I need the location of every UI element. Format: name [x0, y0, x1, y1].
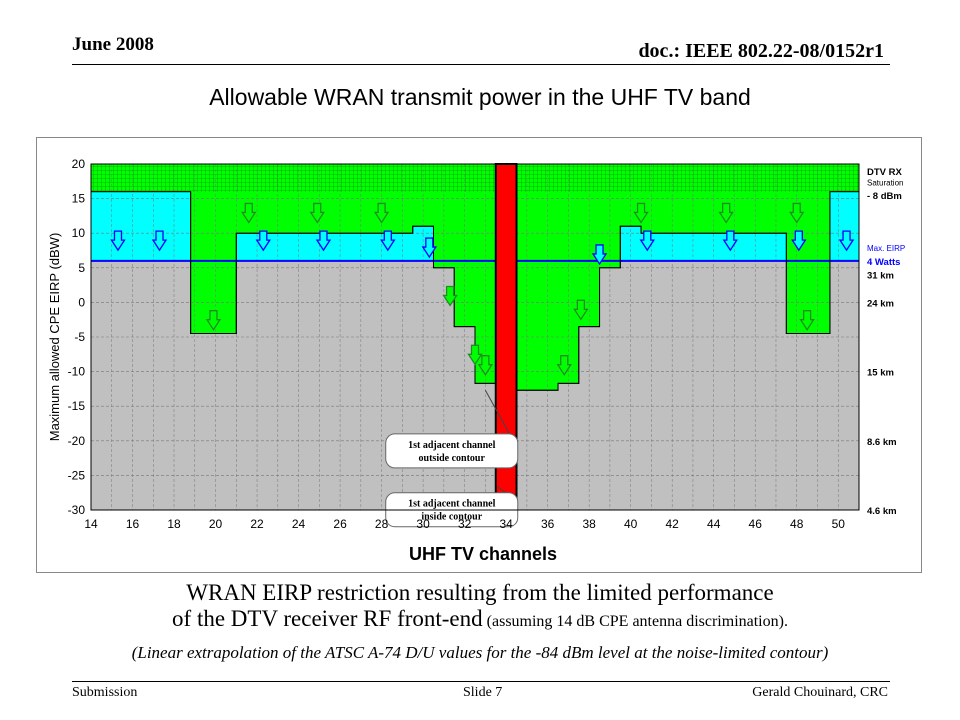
down-arrow-19	[722, 230, 739, 252]
callout-text-0-a: 1st adjacent channel	[408, 440, 495, 451]
down-arrow-15	[591, 244, 608, 266]
down-arrow-5	[309, 202, 325, 224]
x-tick-label: 48	[790, 517, 804, 531]
x-tick-label: 24	[292, 517, 306, 531]
caption-line-3: (Linear extrapolation of the ATSC A-74 D…	[131, 643, 829, 662]
down-arrow-23	[838, 230, 855, 252]
down-arrow-12	[477, 355, 494, 376]
callout-text-1-b: inside contour	[421, 512, 482, 523]
x-tick-label: 32	[458, 517, 472, 531]
y-tick-label: 0	[78, 295, 85, 309]
x-tick-label: 16	[126, 517, 140, 531]
y-tick-label: 10	[72, 226, 86, 240]
y-tick-label: -5	[74, 330, 85, 344]
x-tick-label: 40	[624, 517, 638, 531]
slide-date: June 2008	[72, 34, 154, 55]
x-tick-label: 46	[749, 517, 763, 531]
x-tick-label: 44	[707, 517, 721, 531]
y-tick-label: 5	[78, 261, 85, 275]
y-axis-title: Maximum allowed CPE EIRP (dBW)	[47, 233, 62, 442]
down-arrow-14	[573, 299, 589, 321]
down-arrow-13	[556, 355, 572, 376]
x-tick-label: 28	[375, 517, 389, 531]
y-tick-label: -20	[68, 434, 86, 448]
down-arrow-20	[789, 202, 805, 224]
x-tick-label: 30	[416, 517, 430, 531]
x-tick-label: 34	[499, 517, 513, 531]
caption-line-1: WRAN EIRP restriction resulting from the…	[186, 580, 774, 605]
down-arrow-8	[380, 230, 396, 252]
down-arrow-0	[110, 230, 126, 252]
slide-title: Allowable WRAN transmit power in the UHF…	[209, 84, 751, 110]
caption-line-2: of the DTV receiver RF front-end (assumi…	[0, 606, 960, 632]
footer-slide-number: Slide 7	[463, 685, 503, 700]
plot-border	[90, 163, 860, 511]
document-id: doc.: IEEE 802.22-08/0152r1	[638, 40, 884, 62]
x-tick-label: 50	[832, 517, 846, 531]
footer-author: Gerald Chouinard, CRC	[752, 685, 888, 700]
header-rule	[72, 64, 890, 65]
x-tick-label: 18	[167, 517, 181, 531]
y-tick-label: -30	[68, 503, 86, 517]
x-tick-label: 22	[250, 517, 264, 531]
saturation-band	[91, 164, 859, 192]
down-arrow-4	[255, 230, 271, 252]
x-tick-label: 42	[666, 517, 680, 531]
y-tick-label: -25	[68, 468, 86, 482]
chart-frame: 1st adjacent channel outside contour 1st a…	[36, 137, 922, 573]
right-label-1: Saturation	[867, 178, 903, 187]
x-axis-title: UHF TV channels	[409, 544, 557, 564]
cyan-region-12	[620, 226, 642, 261]
eirp-chart: 1st adjacent channel outside contour 1st a…	[47, 157, 905, 564]
down-arrow-18	[718, 202, 734, 224]
y-tick-label: 15	[72, 192, 86, 206]
right-label-7: 15 km	[867, 368, 894, 379]
callout-text-0-b: outside contour	[419, 453, 486, 464]
callout-pointer-0	[484, 390, 513, 439]
y-tick-label: -10	[68, 365, 86, 379]
down-arrow-11	[467, 344, 483, 366]
x-tick-label: 20	[209, 517, 223, 531]
caption-line-2-main: of the DTV receiver RF front-end	[172, 606, 483, 631]
x-tick-label: 38	[582, 517, 596, 531]
right-label-0: DTV RX	[867, 167, 903, 178]
down-arrow-10	[442, 285, 458, 307]
x-tick-label: 36	[541, 517, 555, 531]
right-label-4: 4 Watts	[867, 257, 900, 268]
right-label-8: 8.6 km	[867, 437, 897, 448]
down-arrow-17	[639, 230, 655, 252]
down-arrow-7	[373, 202, 390, 224]
cyan-region-0	[91, 191, 191, 261]
right-label-3: Max. EIRP	[867, 244, 905, 253]
down-arrow-6	[315, 230, 332, 252]
y-tick-label: 20	[72, 157, 86, 171]
down-arrow-21	[791, 230, 807, 252]
x-tick-label: 14	[84, 517, 98, 531]
down-arrow-16	[633, 202, 649, 224]
down-arrow-1	[151, 230, 168, 252]
footer-submission: Submission	[72, 685, 138, 700]
down-arrow-22	[799, 310, 815, 331]
callout-box-0	[385, 433, 519, 469]
footer-rule	[72, 681, 890, 682]
down-arrow-3	[241, 202, 257, 224]
down-arrow-2	[205, 310, 222, 331]
caption-line-2-note: (assuming 14 dB CPE antenna discriminati…	[482, 613, 788, 630]
right-label-6: 24 km	[867, 298, 894, 309]
callout-text-1-a: 1st adjacent channel	[408, 499, 495, 510]
down-arrow-9	[421, 237, 438, 259]
right-label-2: - 8 dBm	[867, 191, 902, 202]
x-tick-label: 26	[333, 517, 347, 531]
cyan-region-15	[829, 191, 859, 261]
y-tick-label: -15	[68, 399, 86, 413]
right-label-5: 31 km	[867, 271, 894, 282]
right-label-9: 4.6 km	[867, 506, 897, 517]
